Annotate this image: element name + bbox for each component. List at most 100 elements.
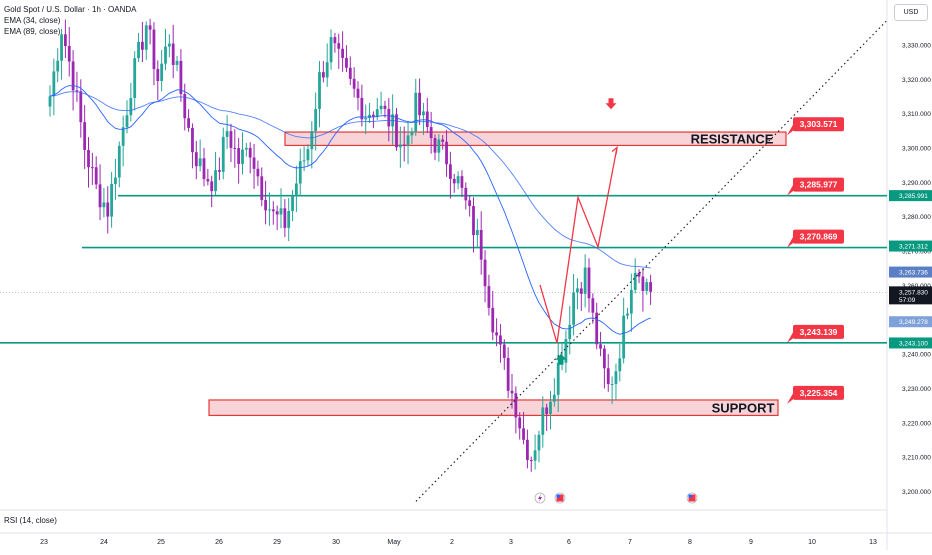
candle-body[interactable]: [214, 170, 217, 192]
candle-body[interactable]: [487, 286, 491, 308]
zone-resistance[interactable]: [284, 131, 787, 147]
candle-body[interactable]: [341, 48, 344, 58]
candle-body[interactable]: [541, 407, 545, 435]
candle-body[interactable]: [429, 127, 433, 139]
candle-body[interactable]: [279, 208, 283, 215]
candle-body[interactable]: [64, 34, 67, 47]
candle-body[interactable]: [75, 90, 79, 92]
candle-body[interactable]: [106, 202, 110, 217]
candle-body[interactable]: [449, 164, 452, 179]
currency-button[interactable]: USD: [894, 4, 928, 21]
candle-body[interactable]: [310, 131, 314, 150]
candle-body[interactable]: [275, 211, 279, 215]
candle-body[interactable]: [191, 127, 194, 153]
candle-body[interactable]: [518, 417, 522, 429]
candle-body[interactable]: [475, 230, 479, 236]
candle-body[interactable]: [141, 41, 144, 50]
candle-body[interactable]: [337, 43, 341, 49]
candle-body[interactable]: [306, 149, 310, 161]
candle-body[interactable]: [52, 71, 56, 97]
candle-body[interactable]: [510, 390, 514, 394]
legend-symbol-title[interactable]: Gold Spot / U.S. Dollar · 1h · OANDA: [4, 5, 137, 14]
candle-body[interactable]: [117, 145, 121, 178]
price-tag-ema2[interactable]: [889, 316, 932, 328]
candle-body[interactable]: [83, 122, 87, 150]
candle-body[interactable]: [637, 272, 641, 277]
candle-body[interactable]: [87, 149, 90, 168]
candle-body[interactable]: [387, 108, 391, 127]
candle-body[interactable]: [618, 358, 622, 372]
candle-body[interactable]: [626, 313, 629, 316]
candle-body[interactable]: [125, 115, 129, 128]
candle-body[interactable]: [241, 149, 244, 164]
candle-body[interactable]: [526, 439, 529, 461]
candle-body[interactable]: [94, 167, 98, 185]
candle-body[interactable]: [537, 434, 541, 451]
candle-body[interactable]: [579, 288, 583, 294]
candle-body[interactable]: [549, 401, 552, 414]
candle-body[interactable]: [622, 315, 626, 359]
rsi-pane-label[interactable]: RSI (14, close): [4, 516, 57, 525]
candle-body[interactable]: [325, 62, 329, 78]
candle-body[interactable]: [171, 43, 175, 65]
candle-body[interactable]: [121, 127, 125, 146]
candle-body[interactable]: [164, 46, 167, 64]
candle-body[interactable]: [495, 332, 498, 336]
price-tag-level[interactable]: [889, 190, 932, 202]
candle-body[interactable]: [268, 209, 271, 211]
ema-89-line[interactable]: [49, 91, 651, 269]
candle-body[interactable]: [291, 195, 294, 212]
candle-body[interactable]: [148, 25, 152, 30]
candle-body[interactable]: [283, 208, 287, 228]
price-tag-last[interactable]: [889, 286, 932, 305]
callout-box[interactable]: [793, 324, 844, 339]
candle-body[interactable]: [110, 183, 113, 217]
candle-body[interactable]: [576, 288, 579, 293]
candle-body[interactable]: [456, 176, 460, 184]
candle-body[interactable]: [67, 46, 71, 62]
candle-body[interactable]: [206, 179, 210, 182]
candle-body[interactable]: [133, 58, 137, 99]
candle-body[interactable]: [144, 25, 148, 50]
candle-body[interactable]: [202, 158, 206, 180]
candle-body[interactable]: [345, 57, 348, 68]
candle-body[interactable]: [260, 176, 264, 200]
candle-body[interactable]: [264, 199, 267, 211]
candle-body[interactable]: [252, 157, 256, 169]
candle-body[interactable]: [502, 344, 506, 358]
candle-body[interactable]: [198, 158, 202, 167]
candle-body[interactable]: [545, 407, 549, 414]
candle-body[interactable]: [302, 160, 306, 162]
candle-body[interactable]: [483, 259, 487, 287]
legend-ema34[interactable]: EMA (34, close): [4, 16, 61, 25]
candle-body[interactable]: [410, 131, 414, 136]
candle-body[interactable]: [152, 29, 156, 70]
candle-body[interactable]: [614, 371, 618, 385]
candle-body[interactable]: [398, 144, 402, 148]
candle-body[interactable]: [187, 118, 190, 128]
candle-body[interactable]: [591, 298, 595, 313]
candle-body[interactable]: [360, 97, 364, 120]
candle-body[interactable]: [137, 41, 140, 59]
candle-body[interactable]: [556, 362, 560, 395]
candle-body[interactable]: [237, 148, 241, 164]
candle-body[interactable]: [499, 335, 502, 345]
candle-body[interactable]: [48, 96, 52, 107]
zone-support[interactable]: [208, 399, 779, 417]
candle-body[interactable]: [229, 131, 233, 148]
candle-body[interactable]: [610, 384, 614, 386]
candle-body[interactable]: [606, 368, 610, 385]
candle-body[interactable]: [603, 348, 606, 369]
candle-body[interactable]: [468, 200, 472, 207]
candle-body[interactable]: [329, 37, 333, 63]
candle-body[interactable]: [406, 135, 410, 146]
candle-body[interactable]: [256, 168, 260, 177]
candle-body[interactable]: [464, 187, 468, 201]
candle-body[interactable]: [441, 139, 445, 142]
candle-body[interactable]: [356, 88, 360, 98]
candle-body[interactable]: [529, 460, 533, 462]
candle-body[interactable]: [287, 211, 291, 228]
callout-box[interactable]: [793, 385, 844, 400]
price-tag-ema[interactable]: [889, 266, 932, 278]
candle-body[interactable]: [60, 34, 63, 61]
